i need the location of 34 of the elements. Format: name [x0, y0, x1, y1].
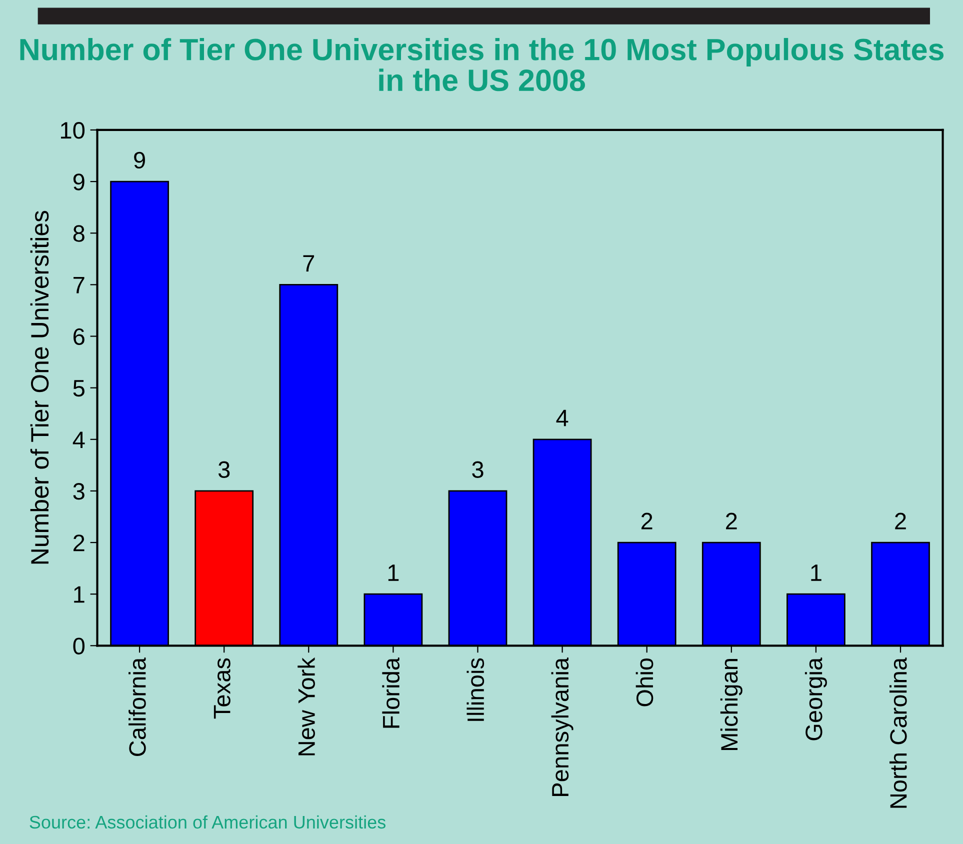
- data-label: 1: [388, 564, 399, 581]
- x-tick-label: Illinois: [466, 658, 484, 721]
- y-tick-label: 3: [73, 483, 84, 500]
- x-tick-label: New York: [298, 657, 315, 756]
- data-label: 2: [895, 512, 906, 530]
- x-tick-label: California: [128, 657, 146, 756]
- data-label: 4: [556, 410, 568, 426]
- y-tick-label: 10: [61, 122, 85, 139]
- data-label: 2: [726, 512, 737, 530]
- data-label: 3: [218, 461, 230, 478]
- data-label: 9: [134, 152, 145, 169]
- source-note: Source: Association of American Universities: [30, 815, 386, 829]
- y-tick-label: 7: [74, 276, 84, 294]
- y-tick-label: 5: [73, 380, 84, 397]
- x-tick-label: Ohio: [636, 658, 654, 706]
- y-tick-label: 6: [74, 328, 84, 346]
- y-tick-label: 4: [72, 432, 85, 448]
- data-label: 1: [811, 564, 822, 581]
- y-tick-label: 9: [73, 174, 84, 190]
- data-label: 3: [472, 461, 484, 478]
- y-axis-title: Number of Tier One Universities: [30, 210, 49, 564]
- x-tick-label: Michigan: [720, 658, 742, 750]
- y-tick-label: 8: [73, 225, 84, 242]
- y-tick-label: 1: [74, 586, 84, 603]
- data-label: 7: [303, 255, 314, 272]
- chart-title: Number of Tier One Universities in the 10 Most Populous States in the US 2008: [20, 38, 944, 92]
- x-tick-label: Florida: [382, 657, 400, 728]
- x-tick-label: North Carolina: [889, 657, 907, 808]
- x-tick-label: Texas: [214, 658, 230, 719]
- y-tick-label: 0: [73, 638, 85, 654]
- y-tick-label: 2: [74, 534, 84, 552]
- x-tick-label: Pennsylvania: [551, 657, 574, 796]
- data-label: 2: [641, 512, 652, 530]
- x-tick-label: Georgia: [804, 657, 827, 740]
